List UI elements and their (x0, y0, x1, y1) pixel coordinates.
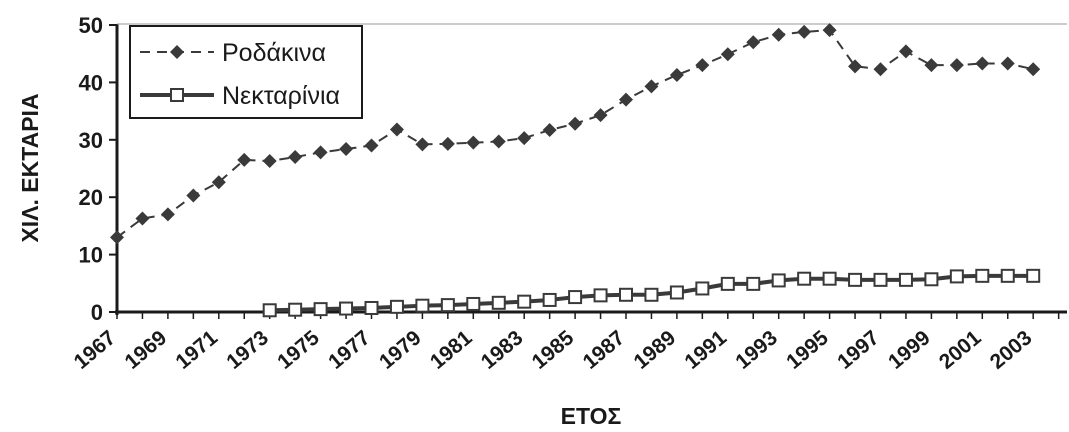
data-point-nektarinia (644, 287, 659, 302)
data-point-rodakina (262, 154, 277, 169)
legend-marker-rodakina (170, 45, 184, 59)
y-tick-label: 40 (79, 70, 103, 95)
data-point-rodakina (720, 47, 735, 62)
data-point-rodakina (466, 135, 481, 150)
data-point-rodakina (848, 59, 863, 74)
data-point-nektarinia (746, 276, 761, 291)
data-point-nektarinia (288, 302, 303, 317)
data-point-nektarinia (924, 272, 939, 287)
y-axis-title: ΧΙΛ. ΕΚΤΑΡΙΑ (17, 93, 43, 242)
data-point-nektarinia (873, 272, 888, 287)
data-point-rodakina (237, 152, 252, 167)
data-point-nektarinia (491, 295, 506, 310)
data-point-nektarinia (262, 303, 277, 318)
data-point-rodakina (364, 138, 379, 153)
data-point-rodakina (313, 145, 328, 160)
data-point-rodakina (491, 134, 506, 149)
legend: Ροδάκινα Νεκταρίνια (129, 25, 363, 119)
data-point-rodakina (211, 175, 226, 190)
legend-box (129, 25, 363, 119)
data-point-rodakina (160, 207, 175, 222)
data-point-nektarinia (339, 301, 354, 316)
data-point-rodakina (873, 62, 888, 77)
data-point-nektarinia (797, 271, 812, 286)
legend-label-rodakina: Ροδάκινα (222, 39, 326, 67)
data-point-rodakina (797, 24, 812, 39)
data-point-nektarinia (389, 299, 404, 314)
y-tick-label: 50 (79, 13, 103, 38)
data-point-rodakina (949, 58, 964, 73)
data-point-nektarinia (568, 290, 583, 305)
data-point-nektarinia (975, 268, 990, 283)
data-point-rodakina (568, 116, 583, 131)
data-point-rodakina (110, 230, 124, 245)
data-point-nektarinia (593, 288, 608, 303)
data-point-rodakina (898, 44, 913, 59)
legend-marker-nektarinia (170, 88, 184, 102)
data-point-rodakina (975, 56, 990, 71)
data-point-rodakina (1026, 62, 1041, 77)
data-point-rodakina (415, 137, 430, 152)
data-point-nektarinia (440, 298, 455, 313)
data-point-rodakina (517, 131, 532, 146)
data-point-nektarinia (1000, 268, 1015, 283)
data-point-rodakina (593, 108, 608, 123)
data-point-rodakina (924, 58, 939, 73)
data-point-nektarinia (949, 269, 964, 284)
data-point-rodakina (1000, 56, 1015, 71)
data-point-rodakina (542, 123, 557, 138)
y-tick-label: 20 (79, 185, 103, 210)
data-point-rodakina (669, 67, 684, 82)
data-point-rodakina (771, 27, 786, 42)
data-point-nektarinia (364, 300, 379, 315)
y-tick-label: 10 (79, 243, 103, 268)
data-point-rodakina (389, 122, 404, 137)
legend-label-nektarinia: Νεκταρίνια (222, 82, 340, 110)
data-point-rodakina (822, 23, 837, 38)
data-point-nektarinia (517, 294, 532, 309)
data-point-nektarinia (848, 272, 863, 287)
data-point-nektarinia (619, 287, 633, 302)
data-point-nektarinia (466, 296, 481, 311)
data-point-rodakina (288, 150, 303, 165)
data-point-nektarinia (313, 302, 328, 317)
data-point-rodakina (619, 92, 633, 107)
data-point-nektarinia (720, 276, 735, 291)
data-point-nektarinia (669, 285, 684, 300)
y-tick-label: 30 (79, 128, 103, 153)
data-point-rodakina (440, 136, 455, 151)
data-point-rodakina (695, 58, 710, 73)
data-point-nektarinia (1026, 268, 1041, 283)
data-point-rodakina (644, 79, 659, 94)
data-point-rodakina (339, 141, 354, 156)
data-point-nektarinia (771, 273, 786, 288)
data-point-rodakina (135, 211, 150, 226)
data-point-rodakina (746, 35, 761, 50)
data-point-rodakina (186, 188, 201, 203)
x-axis-title: ΕΤΟΣ (561, 403, 622, 429)
y-tick-label: 0 (91, 300, 103, 325)
data-point-nektarinia (415, 298, 430, 313)
data-point-nektarinia (695, 281, 710, 296)
series-layer (110, 23, 1041, 318)
data-point-nektarinia (822, 271, 837, 286)
data-point-nektarinia (542, 292, 557, 307)
data-point-nektarinia (898, 272, 913, 287)
